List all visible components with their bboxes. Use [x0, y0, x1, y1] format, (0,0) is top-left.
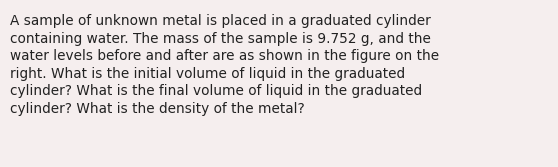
Text: A sample of unknown metal is placed in a graduated cylinder
containing water. Th: A sample of unknown metal is placed in a…: [10, 14, 439, 116]
